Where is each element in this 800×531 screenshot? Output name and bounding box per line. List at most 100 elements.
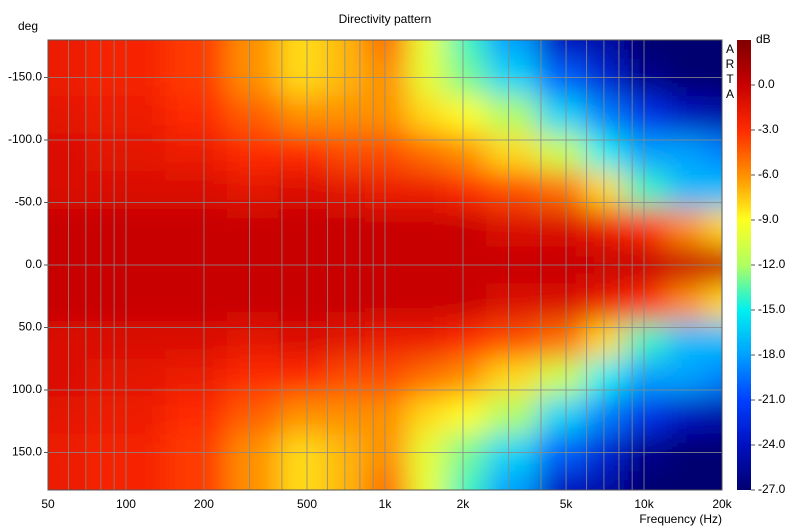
- heat-cell: [164, 358, 228, 397]
- heat-cell: [226, 471, 279, 490]
- heat-cell: [407, 40, 448, 60]
- heat-cell: [623, 396, 668, 435]
- heat-cell: [485, 283, 538, 322]
- heat-cell: [623, 358, 668, 397]
- heat-cell: [666, 133, 707, 172]
- heat-cell: [278, 321, 327, 360]
- heat-cell: [446, 283, 487, 322]
- heat-cell: [666, 40, 707, 60]
- heat-cell: [364, 358, 409, 397]
- heat-cell: [537, 471, 586, 490]
- colorbar-tick-label: -3.0: [758, 122, 779, 136]
- heat-cell: [705, 471, 722, 490]
- heat-cell: [446, 471, 487, 490]
- heat-cell: [364, 133, 409, 172]
- heat-cell: [164, 471, 228, 490]
- heat-cell: [278, 396, 327, 435]
- heat-cell: [623, 208, 668, 247]
- x-axis-label: Frequency (Hz): [639, 512, 722, 526]
- heat-cell: [446, 396, 487, 435]
- heat-cell: [407, 321, 448, 360]
- heat-cell: [407, 396, 448, 435]
- heat-cell: [537, 283, 586, 322]
- colorbar-tick-label: -12.0: [758, 257, 786, 271]
- heat-cell: [584, 396, 625, 435]
- colorbar-tick-label: -15.0: [758, 302, 786, 316]
- heat-cell: [666, 208, 707, 247]
- heat-cell: [584, 283, 625, 322]
- heat-cell: [537, 396, 586, 435]
- heat-cell: [584, 96, 625, 135]
- heat-cell: [407, 96, 448, 135]
- heat-cell: [666, 96, 707, 135]
- heat-cell: [164, 133, 228, 172]
- heat-cell: [584, 208, 625, 247]
- heat-cell: [537, 40, 586, 60]
- heat-cell: [623, 96, 668, 135]
- heat-cell: [485, 358, 538, 397]
- heat-cell: [407, 171, 448, 210]
- heat-cell: [364, 40, 409, 60]
- heat-cell: [537, 321, 586, 360]
- heat-cell: [407, 208, 448, 247]
- heat-cell: [705, 358, 722, 397]
- heat-cell: [278, 96, 327, 135]
- heat-cell: [164, 321, 228, 360]
- x-tick-label: 1k: [379, 497, 393, 511]
- heat-cell: [226, 283, 279, 322]
- heat-cell: [226, 208, 279, 247]
- heat-cell: [485, 133, 538, 172]
- heat-cell: [537, 208, 586, 247]
- heat-cell: [278, 471, 327, 490]
- heat-cell: [446, 321, 487, 360]
- heat-cell: [446, 208, 487, 247]
- heat-cell: [485, 471, 538, 490]
- heat-cell: [48, 396, 88, 435]
- heat-cell: [164, 283, 228, 322]
- heat-cell: [485, 40, 538, 60]
- colorbar-tick-label: -6.0: [758, 167, 779, 181]
- heat-cell: [364, 321, 409, 360]
- heat-cell: [705, 208, 722, 247]
- heat-cell: [485, 321, 538, 360]
- heat-cell: [623, 40, 668, 60]
- heat-cell: [226, 133, 279, 172]
- heat-cell: [278, 133, 327, 172]
- heat-cell: [278, 358, 327, 397]
- heat-cell: [666, 171, 707, 210]
- heat-cell: [446, 133, 487, 172]
- y-axis-label: deg: [18, 19, 38, 33]
- heat-cell: [278, 40, 327, 60]
- heat-cell: [48, 208, 88, 247]
- heat-cell: [446, 40, 487, 60]
- heat-cell: [623, 471, 668, 490]
- colorbar-tick-label: -21.0: [758, 392, 786, 406]
- heat-cell: [164, 40, 228, 60]
- colorbar-label: dB: [756, 32, 771, 46]
- heat-cell: [485, 96, 538, 135]
- heat-cell: [705, 40, 722, 60]
- heat-cell: [407, 471, 448, 490]
- heat-cell: [705, 171, 722, 210]
- heat-cell: [666, 471, 707, 490]
- heat-cell: [537, 171, 586, 210]
- heat-cell: [623, 171, 668, 210]
- y-tick-label: 150.0: [12, 445, 42, 459]
- heat-cell: [48, 471, 88, 490]
- y-tick-label: -50.0: [15, 195, 43, 209]
- heat-cell: [164, 208, 228, 247]
- heat-cell: [485, 171, 538, 210]
- x-tick-label: 50: [41, 497, 55, 511]
- heat-cell: [407, 358, 448, 397]
- heat-cell: [325, 396, 366, 435]
- heat-cell: [537, 133, 586, 172]
- heat-cell: [48, 96, 88, 135]
- heat-cell: [446, 171, 487, 210]
- chart-title: Directivity pattern: [339, 12, 432, 26]
- colorbar: [737, 40, 751, 490]
- heat-cell: [446, 358, 487, 397]
- x-tick-label: 500: [297, 497, 317, 511]
- colorbar-tick-label: -27.0: [758, 482, 786, 496]
- heat-cell: [278, 171, 327, 210]
- heat-cell: [537, 358, 586, 397]
